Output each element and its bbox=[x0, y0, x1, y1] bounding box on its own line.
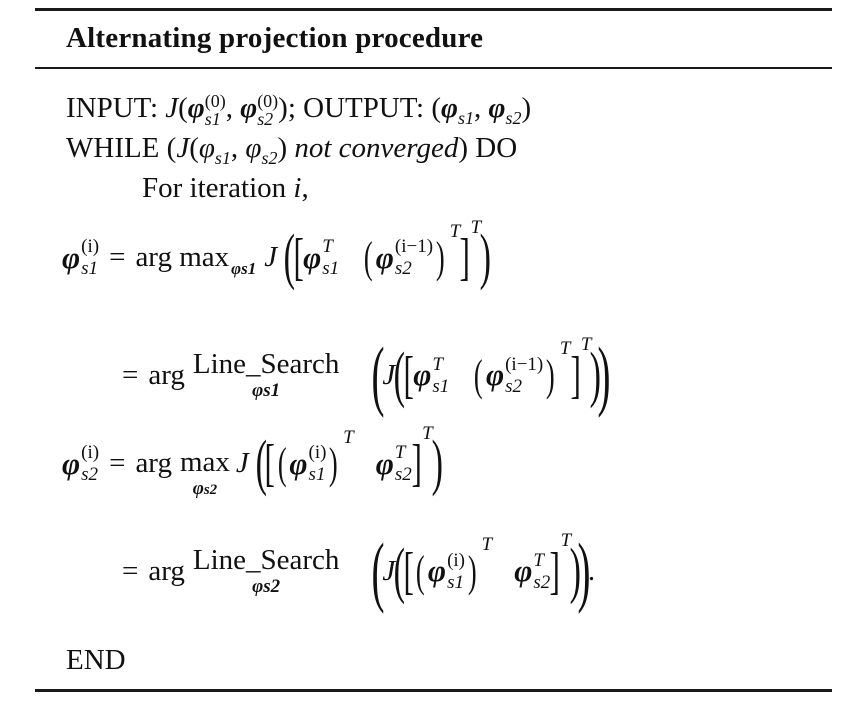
sup-i-minus-1: (i−1) bbox=[505, 353, 544, 375]
end-label: END bbox=[66, 644, 126, 676]
header-rule bbox=[35, 67, 832, 69]
phi-symbol: φ bbox=[514, 553, 533, 588]
line-search-operator: Line_Search bbox=[192, 544, 340, 576]
period: . bbox=[587, 554, 596, 587]
equals-sign: = bbox=[109, 447, 126, 479]
phi-symbol: φ bbox=[245, 132, 262, 164]
phi-symbol: φ bbox=[441, 92, 459, 124]
not-converged-text: not converged bbox=[294, 132, 459, 164]
sup-T: T bbox=[449, 220, 461, 242]
lhs-phi-s2: φ (i) s2 bbox=[62, 443, 99, 484]
sub-s1: s1 bbox=[241, 259, 257, 278]
for-iteration-label: For iteration bbox=[142, 172, 287, 204]
J-symbol: J bbox=[176, 132, 190, 164]
sub-s2: s2 bbox=[505, 107, 522, 128]
sup-T: T bbox=[343, 426, 354, 448]
equation-phi-s2-argmax: φ (i) s2 = arg max φs2 J ( [ ( φ (i) s1 ) … bbox=[62, 422, 443, 499]
sub-s1: s1 bbox=[447, 571, 464, 593]
sup-0: (0) bbox=[257, 91, 279, 112]
while-line: WHILE (J(φs1, φs2) not converged) DO bbox=[66, 132, 518, 168]
sub-s2: s2 bbox=[533, 571, 551, 593]
sub-s2: s2 bbox=[394, 258, 412, 279]
sup-T: T bbox=[432, 353, 443, 375]
sub-s1: s1 bbox=[263, 380, 281, 401]
sup-i: (i) bbox=[447, 549, 465, 571]
for-iteration-line: For iteration i, bbox=[142, 172, 309, 204]
phi-symbol: φ bbox=[488, 92, 506, 124]
phi-symbol: φ bbox=[62, 239, 81, 275]
lhs-phi-s1: φ (i) s1 bbox=[62, 237, 99, 278]
equals-sign: = bbox=[122, 358, 139, 391]
top-rule bbox=[35, 8, 832, 11]
sup-0: (0) bbox=[204, 91, 226, 112]
phi-symbol: φ bbox=[375, 445, 394, 481]
do-label: DO bbox=[475, 132, 518, 164]
sup-T: T bbox=[533, 549, 544, 571]
sup-i-minus-1: (i−1) bbox=[394, 236, 434, 257]
arg-operator: arg bbox=[135, 447, 172, 479]
phi-symbol: φ bbox=[289, 445, 308, 481]
sup-T: T bbox=[470, 216, 482, 238]
sub-s1: s1 bbox=[204, 109, 221, 130]
phi-symbol: φ bbox=[62, 445, 81, 481]
phi-symbol: φ bbox=[187, 92, 205, 124]
phi-symbol: φ bbox=[252, 380, 264, 401]
sub-s2: s2 bbox=[261, 147, 278, 168]
phi-symbol: φ bbox=[427, 553, 447, 588]
sub-s2: s2 bbox=[81, 464, 99, 485]
arg-operator: arg bbox=[148, 358, 185, 391]
output-label: ; OUTPUT: bbox=[287, 92, 425, 124]
sup-i: (i) bbox=[308, 442, 327, 463]
J-symbol: J bbox=[165, 92, 179, 124]
sup-T: T bbox=[394, 442, 406, 463]
phi-symbol: φ bbox=[198, 132, 215, 164]
while-label: WHILE bbox=[66, 132, 160, 164]
input-output-line: INPUT: J(φ (0) s1, φ (0) s2); OUTPUT: (φs1, … bbox=[66, 91, 532, 130]
J-symbol: J bbox=[382, 554, 396, 587]
sup-T: T bbox=[559, 338, 571, 359]
sub-s1: s1 bbox=[432, 375, 450, 397]
max-operator: max bbox=[179, 445, 230, 478]
phi-symbol: φ bbox=[375, 239, 394, 275]
sup-T: T bbox=[322, 236, 333, 257]
sub-s2: s2 bbox=[203, 481, 218, 498]
input-label: INPUT: bbox=[66, 92, 158, 124]
phi-symbol: φ bbox=[303, 239, 322, 275]
J-symbol: J bbox=[382, 358, 396, 391]
sup-T: T bbox=[560, 530, 572, 551]
sub-s1: s1 bbox=[458, 107, 474, 128]
sub-s1: s1 bbox=[308, 464, 326, 485]
phi-symbol: φ bbox=[252, 576, 264, 597]
sup-T: T bbox=[481, 534, 493, 555]
phi-symbol: φ bbox=[485, 357, 505, 392]
phi-symbol: φ bbox=[413, 357, 432, 392]
arg-operator: arg bbox=[148, 554, 185, 587]
equals-sign: = bbox=[109, 241, 126, 273]
phi-symbol: φ bbox=[231, 259, 242, 278]
phi-symbol: φ bbox=[240, 92, 258, 124]
sup-i: (i) bbox=[81, 442, 100, 463]
equation-line-search-s2: = arg Line_Search φs2 ( J ( [ ( φ (i) s1 … bbox=[122, 527, 596, 614]
bottom-rule bbox=[35, 689, 832, 692]
equals-sign: = bbox=[122, 554, 139, 587]
sub-s2: s2 bbox=[505, 375, 523, 397]
sub-s1: s1 bbox=[214, 147, 231, 168]
procedure-title: Alternating projection procedure bbox=[66, 22, 484, 54]
sup-T: T bbox=[422, 422, 433, 444]
sub-s2: s2 bbox=[394, 464, 412, 485]
sub-s1: s1 bbox=[81, 258, 99, 279]
sup-i: (i) bbox=[81, 236, 100, 257]
phi-symbol: φ bbox=[192, 477, 204, 499]
iteration-variable: i bbox=[293, 172, 302, 204]
sup-T: T bbox=[580, 334, 592, 355]
J-symbol: J bbox=[264, 241, 278, 273]
sub-s2: s2 bbox=[257, 109, 274, 130]
arg-max-operator: arg max bbox=[135, 241, 230, 273]
line-search-operator: Line_Search bbox=[192, 348, 340, 380]
sub-s2: s2 bbox=[263, 576, 281, 597]
sub-s1: s1 bbox=[322, 258, 340, 279]
J-symbol: J bbox=[235, 447, 249, 479]
